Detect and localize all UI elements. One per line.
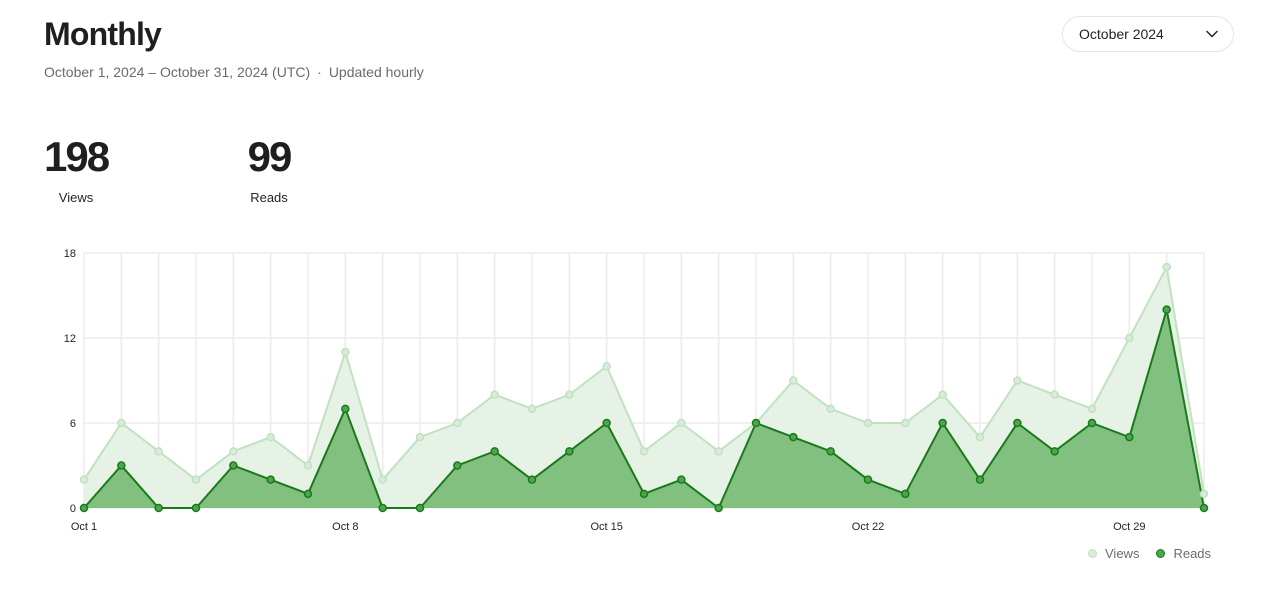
point-reads: [565, 447, 574, 456]
point-views: [453, 418, 462, 428]
legend-marker-reads: [1156, 549, 1166, 558]
point-reads: [191, 503, 201, 513]
area-views: [84, 267, 1204, 508]
point-views: [490, 390, 499, 399]
views-stat: 198 Views: [44, 133, 110, 206]
point-views: [266, 432, 275, 442]
point-reads: [229, 461, 238, 470]
update-note: Updated hourly: [328, 64, 424, 80]
reads-label: Reads: [250, 190, 288, 205]
point-views: [191, 475, 201, 484]
point-reads: [266, 475, 275, 484]
point-reads: [639, 489, 649, 499]
point-views: [826, 404, 835, 414]
chart-legend: Views Reads: [1088, 546, 1211, 561]
point-views: [789, 376, 798, 385]
date-range-subtitle: October 1, 2024 – October 31, 2024 (UTC)…: [44, 64, 424, 80]
point-views: [975, 432, 985, 442]
point-reads: [789, 432, 798, 442]
point-views: [714, 447, 723, 456]
point-reads: [751, 418, 761, 428]
y-tick-label: 0: [70, 503, 76, 515]
point-reads: [303, 489, 313, 499]
point-reads: [677, 475, 686, 484]
point-reads: [901, 489, 910, 499]
point-reads: [490, 447, 499, 456]
point-views: [565, 390, 574, 399]
month-select-value: October 2024: [1079, 26, 1164, 42]
point-views: [229, 447, 238, 456]
y-tick-label: 12: [64, 333, 76, 345]
point-reads: [527, 475, 537, 484]
point-views: [863, 418, 873, 428]
point-views: [79, 475, 89, 484]
point-views: [1199, 489, 1209, 499]
views-label: Views: [58, 190, 94, 205]
x-tick-label: Oct 8: [332, 521, 358, 533]
point-views: [415, 432, 425, 442]
reads-stat: 99 Reads: [244, 133, 294, 206]
point-reads: [378, 503, 387, 513]
reads-total: 99: [247, 133, 293, 180]
point-views: [1013, 376, 1022, 385]
point-views: [901, 418, 910, 428]
point-reads: [1125, 432, 1134, 442]
x-tick-label: Oct 22: [852, 521, 884, 533]
point-reads: [714, 503, 723, 513]
views-total: 198: [44, 133, 110, 180]
monthly-chart: 0 6 12 18 Oct 1 Oct 8 Oct 15 Oct 22 Oct 29: [64, 248, 1209, 533]
point-reads: [602, 418, 611, 428]
x-tick-label: Oct 29: [1113, 521, 1145, 533]
point-views: [1162, 262, 1171, 272]
point-reads: [341, 404, 350, 414]
point-reads: [154, 503, 163, 513]
point-reads: [975, 475, 985, 484]
legend-item-reads: Reads: [1156, 546, 1211, 561]
point-reads: [1087, 418, 1097, 428]
point-reads: [863, 475, 873, 484]
point-reads: [826, 447, 835, 456]
legend-label-reads: Reads: [1173, 546, 1212, 561]
legend-label-views: Views: [1105, 546, 1140, 561]
point-views: [117, 418, 126, 428]
area-reads: [84, 309, 1204, 508]
date-range: October 1, 2024 – October 31, 2024 (UTC): [44, 64, 311, 80]
point-reads: [1013, 418, 1022, 428]
point-views: [341, 347, 350, 357]
point-views: [378, 475, 387, 484]
point-views: [1125, 333, 1134, 343]
point-views: [1050, 390, 1059, 399]
separator-dot: ·: [317, 64, 322, 80]
month-select[interactable]: October 2024: [1062, 16, 1234, 52]
point-reads: [1050, 447, 1059, 456]
legend-marker-views: [1088, 549, 1097, 558]
point-reads: [415, 503, 425, 513]
x-tick-label: Oct 1: [71, 521, 97, 533]
y-tick-label: 18: [64, 248, 76, 260]
point-reads: [117, 461, 126, 470]
point-views: [303, 461, 313, 470]
chevron-down-icon: [1206, 30, 1218, 38]
point-reads: [79, 503, 89, 513]
point-reads: [1199, 503, 1209, 513]
x-tick-label: Oct 15: [590, 521, 622, 533]
point-reads: [453, 461, 462, 470]
y-tick-label: 6: [70, 418, 76, 430]
page-title: Monthly: [44, 16, 162, 52]
point-views: [938, 390, 947, 399]
point-views: [154, 447, 163, 456]
point-views: [1087, 404, 1097, 414]
point-reads: [1162, 305, 1171, 314]
point-views: [527, 404, 537, 414]
point-reads: [938, 418, 947, 428]
point-views: [639, 447, 649, 456]
legend-item-views: Views: [1088, 546, 1139, 561]
point-views: [602, 362, 611, 371]
point-views: [677, 418, 686, 428]
